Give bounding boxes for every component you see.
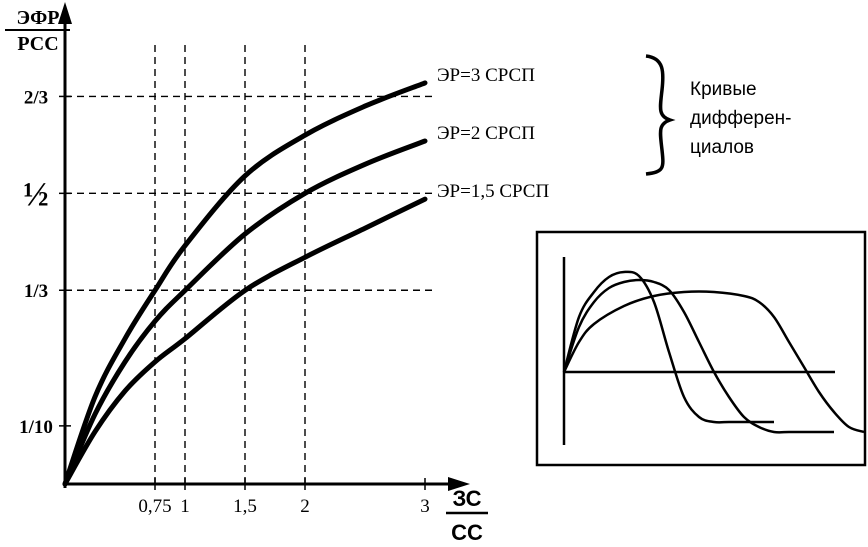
inset-curve-2 — [562, 290, 865, 434]
series-label-1: ЭР=2 СРСП — [437, 123, 535, 144]
brace-note-line-2: дифферен- — [690, 108, 792, 129]
y-tick-label-2: ½ — [23, 176, 49, 213]
brace-note-line-3: циалов — [690, 137, 754, 158]
inset-curve-1 — [562, 278, 834, 434]
y-tick-label-0: 1/10 — [19, 417, 53, 438]
series-line-1 — [62, 138, 428, 487]
curly-brace — [645, 54, 676, 176]
inset-curve-0 — [562, 270, 774, 424]
main-axes — [58, 2, 470, 491]
series-line-0 — [62, 80, 428, 487]
series-label-2: ЭР=1,5 СРСП — [437, 181, 549, 202]
inset-frame — [535, 230, 867, 467]
x-axis-label-denominator: СС — [451, 520, 483, 545]
x-axis-label-numerator: ЗС — [452, 486, 481, 511]
x-tick-label-3: 2 — [300, 496, 310, 517]
y-axis-label-numerator: ЭФР — [16, 7, 59, 29]
inset-series — [562, 270, 865, 434]
y-axis-arrow — [58, 2, 72, 24]
x-tick-label-1: 1 — [180, 496, 190, 517]
guide-lines — [65, 45, 432, 484]
y-axis-label-denominator: РСС — [17, 33, 58, 55]
x-tick-label-4: 3 — [420, 496, 430, 517]
series-line-2 — [62, 196, 428, 487]
series-label-0: ЭР=3 СРСП — [437, 65, 535, 86]
brace-note-line-1: Кривые — [690, 79, 757, 100]
axis-ticks: 0,75 1 1,5 2 3 1/10 1/3 ½ 2/3 — [19, 87, 430, 517]
y-tick-label-1: 1/3 — [24, 281, 48, 302]
series-labels: ЭР=3 СРСП ЭР=2 СРСП ЭР=1,5 СРСП — [437, 65, 549, 202]
inset-differential-chart — [535, 230, 867, 467]
y-tick-label-3: 2/3 — [24, 87, 48, 108]
x-axis-arrow — [448, 477, 470, 491]
x-tick-label-2: 1,5 — [233, 496, 257, 517]
x-tick-label-0: 0,75 — [138, 496, 171, 517]
main-series — [62, 80, 428, 487]
